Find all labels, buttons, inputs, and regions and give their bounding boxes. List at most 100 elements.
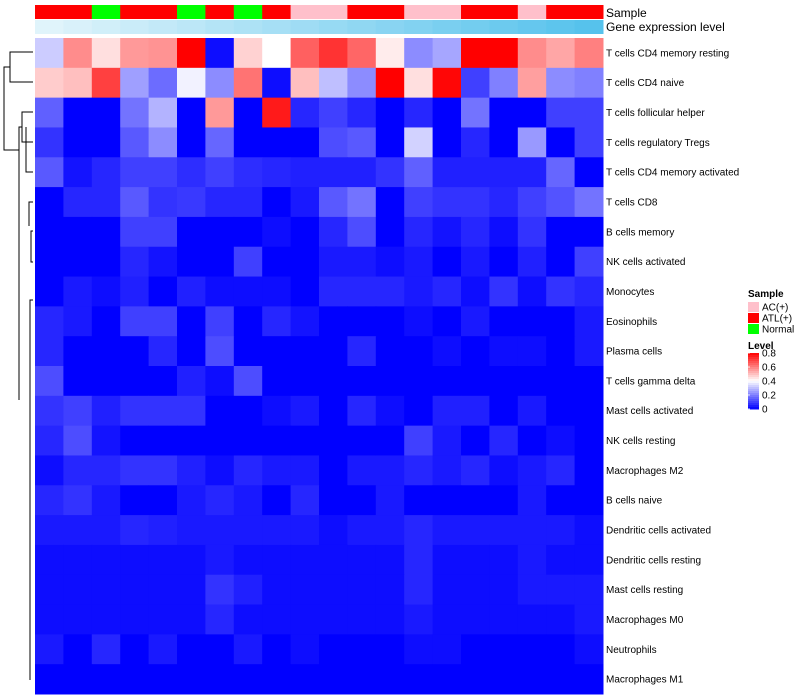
heatmap-cell (461, 336, 490, 367)
heatmap-cell (489, 67, 519, 99)
heatmap-cell (35, 127, 64, 158)
expression-track-label: Gene expression level (606, 20, 725, 34)
heatmap-cell (205, 634, 235, 665)
level-legend-title: Level (748, 341, 774, 352)
sample-annotation-cell (517, 5, 547, 19)
expression-annotation-cell (347, 20, 377, 34)
heatmap-cell (404, 395, 434, 427)
heatmap-cell (404, 127, 434, 158)
heatmap-cell (262, 544, 292, 576)
level-legend-gradient-step (748, 375, 759, 378)
heatmap-cell (290, 127, 320, 158)
heatmap-cell (461, 306, 490, 337)
heatmap-cell (120, 425, 150, 456)
heatmap-cell (347, 157, 377, 188)
heatmap-cell (461, 67, 490, 99)
heatmap-cell (177, 336, 206, 367)
heatmap-cell (347, 366, 377, 397)
heatmap-cell (574, 366, 604, 397)
heatmap-cell (404, 246, 434, 278)
level-legend-gradient-step (748, 385, 759, 388)
heatmap-cell (262, 276, 292, 307)
heatmap-cell (290, 187, 320, 218)
dendrogram-branch (3, 66, 19, 151)
heatmap-cell (404, 336, 434, 367)
heatmap-cell (120, 515, 150, 546)
heatmap-cell (489, 485, 519, 516)
heatmap-cell (148, 544, 178, 576)
heatmap-cell (319, 216, 348, 248)
heatmap-cell (262, 485, 292, 516)
heatmap-cell (35, 187, 64, 218)
heatmap-cell (63, 634, 93, 665)
heatmap-cell (63, 306, 93, 337)
heatmap-cell (205, 246, 235, 278)
heatmap-cell (205, 97, 235, 128)
heatmap-cell (91, 336, 121, 367)
heatmap-cell (517, 574, 547, 606)
heatmap-cell (375, 425, 405, 456)
heatmap-cell (205, 425, 235, 456)
heatmap-cell (375, 395, 405, 427)
heatmap-cell (91, 97, 121, 128)
heatmap-cell (432, 127, 462, 158)
level-legend-gradient-step (748, 391, 759, 394)
heatmap-cell (233, 574, 263, 606)
heatmap-cell (517, 455, 547, 486)
row-label: B cells naive (606, 496, 663, 507)
heatmap-cell (517, 634, 547, 665)
row-label: NK cells activated (606, 257, 685, 268)
heatmap-cell (347, 395, 377, 427)
dendrogram-branch (30, 230, 33, 263)
heatmap-cell (319, 664, 348, 695)
dendrogram-branch (25, 127, 33, 173)
heatmap-cell (546, 604, 576, 635)
heatmap-cell (546, 515, 576, 546)
heatmap-cell (120, 395, 150, 427)
heatmap-cell (148, 38, 178, 69)
heatmap-cell (290, 67, 320, 99)
heatmap-cell (347, 276, 377, 307)
sample-annotation-cell (546, 5, 576, 19)
heatmap-cell (404, 97, 434, 128)
level-legend-gradient-step (748, 399, 759, 402)
heatmap-cell (120, 127, 150, 158)
heatmap-cell (432, 67, 462, 99)
heatmap-cell (375, 157, 405, 188)
heatmap-cell (148, 276, 178, 307)
heatmap-cell (148, 664, 178, 695)
heatmap-cell (404, 544, 434, 576)
expression-annotation-cell (91, 20, 121, 34)
heatmap-cell (177, 366, 206, 397)
heatmap-cell (319, 544, 348, 576)
heatmap-cell (35, 216, 64, 248)
heatmap-cell (177, 515, 206, 546)
sample-track-label: Sample (606, 6, 647, 20)
heatmap-cell (319, 187, 348, 218)
heatmap-cell (432, 187, 462, 218)
row-label: Macrophages M1 (606, 675, 684, 686)
sample-annotation-cell (35, 5, 64, 19)
heatmap-cell (63, 216, 93, 248)
heatmap-cell (262, 425, 292, 456)
heatmap-cell (177, 544, 206, 576)
row-label: T cells follicular helper (606, 108, 705, 119)
heatmap-cell (375, 485, 405, 516)
heatmap-cell (205, 574, 235, 606)
heatmap-cell (517, 485, 547, 516)
sample-annotation-cell (91, 5, 121, 19)
row-label: Eosinophils (606, 317, 657, 328)
heatmap-cell (461, 455, 490, 486)
heatmap-cell (517, 38, 547, 69)
heatmap-cell (120, 485, 150, 516)
heatmap-cell (375, 455, 405, 486)
heatmap-cell (35, 395, 64, 427)
heatmap-cell (347, 425, 377, 456)
level-legend-gradient-step (748, 387, 759, 390)
heatmap-cell (375, 306, 405, 337)
heatmap-cell (148, 425, 178, 456)
level-legend-gradient-step (748, 353, 759, 356)
heatmap-cell (177, 67, 206, 99)
row-label: Dendritic cells resting (606, 555, 701, 566)
heatmap-cell (375, 276, 405, 307)
